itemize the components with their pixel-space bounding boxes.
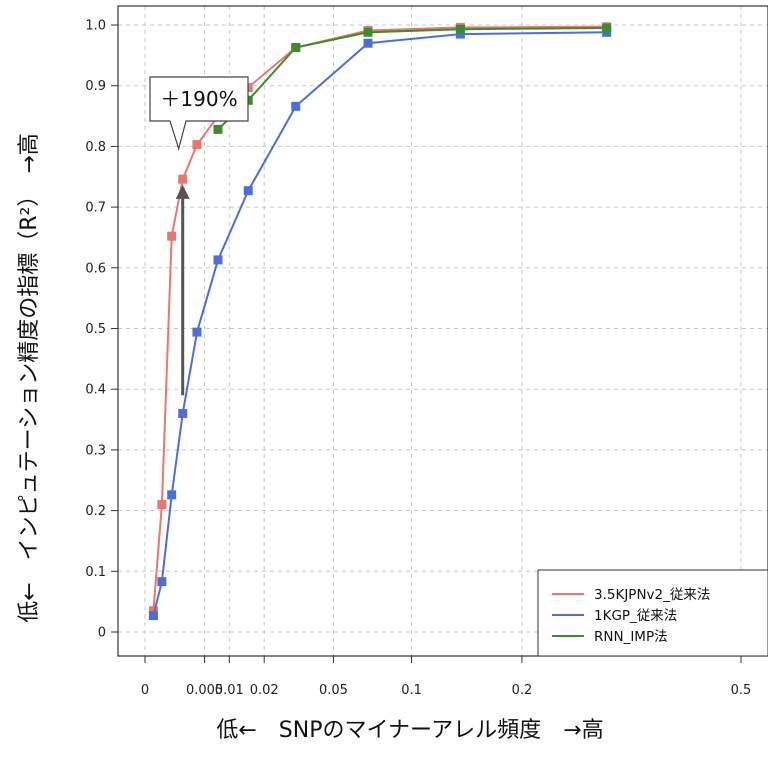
plot-frame [117,5,768,657]
data-point [455,29,465,39]
x-tick-label: 0 [141,683,149,698]
arrow-head [175,184,190,199]
y-tick-label: 0.5 [85,322,106,337]
x-tick-label: 0.2 [512,683,533,698]
annotation-layer: ＋190% [149,76,249,396]
data-point [602,23,612,33]
legend: 3.5KJPNv2_従来法 1KGP_従来法 RNN_IMP法 [537,569,768,657]
data-point [157,500,167,510]
y-tick-label: 0.3 [85,443,106,458]
data-point [192,140,202,150]
legend-label: RNN_IMP法 [594,629,668,645]
x-tick-label: 0.01 [215,683,244,698]
data-point [291,42,301,52]
legend-box [537,569,768,657]
data-point [148,606,158,616]
x-tick-label: 0.02 [250,683,279,698]
data-point [167,231,177,241]
x-tick-label: 0.05 [319,683,348,698]
data-point [178,408,188,418]
y-tick-label: 1.0 [85,19,106,34]
data-point [455,24,465,34]
y-tick-label: 0.2 [85,504,106,519]
data-point [363,38,373,48]
data-point [148,611,158,621]
y-tick-label: 0.8 [85,140,106,155]
x-tick-label: 0.1 [401,683,422,698]
y-axis-label: 低← インピュテーション精度の指標（R²） →高 [17,133,42,623]
x-tick-label: 0.005 [186,683,223,698]
y-tick-label: 0 [98,626,106,641]
data-point [213,124,223,134]
data-point [157,577,167,587]
y-tick-label: 0.1 [85,565,106,580]
x-tick-label: 0.5 [731,683,752,698]
series-line [217,27,607,131]
data-point [192,327,202,337]
data-point [291,101,301,111]
data-point [167,490,177,500]
callout-label: ＋190% [160,87,237,111]
axes: 00.10.20.30.40.50.60.70.80.91.00 0.0050.0… [85,5,768,698]
y-tick-label: 0.9 [85,79,106,94]
data-point [243,186,253,196]
y-tick-label: 0.7 [85,201,106,216]
data-point [178,174,188,184]
callout-box [149,76,249,151]
data-point [213,255,223,265]
data-point [363,27,373,37]
x-axis-label: 低← SNPのマイナーアレル頻度 →高 [216,718,604,743]
y-tick-label: 0.6 [85,261,106,276]
legend-label: 3.5KJPNv2_従来法 [594,587,710,603]
legend-label: 1KGP_従来法 [594,608,677,624]
y-tick-label: 0.4 [85,383,106,398]
